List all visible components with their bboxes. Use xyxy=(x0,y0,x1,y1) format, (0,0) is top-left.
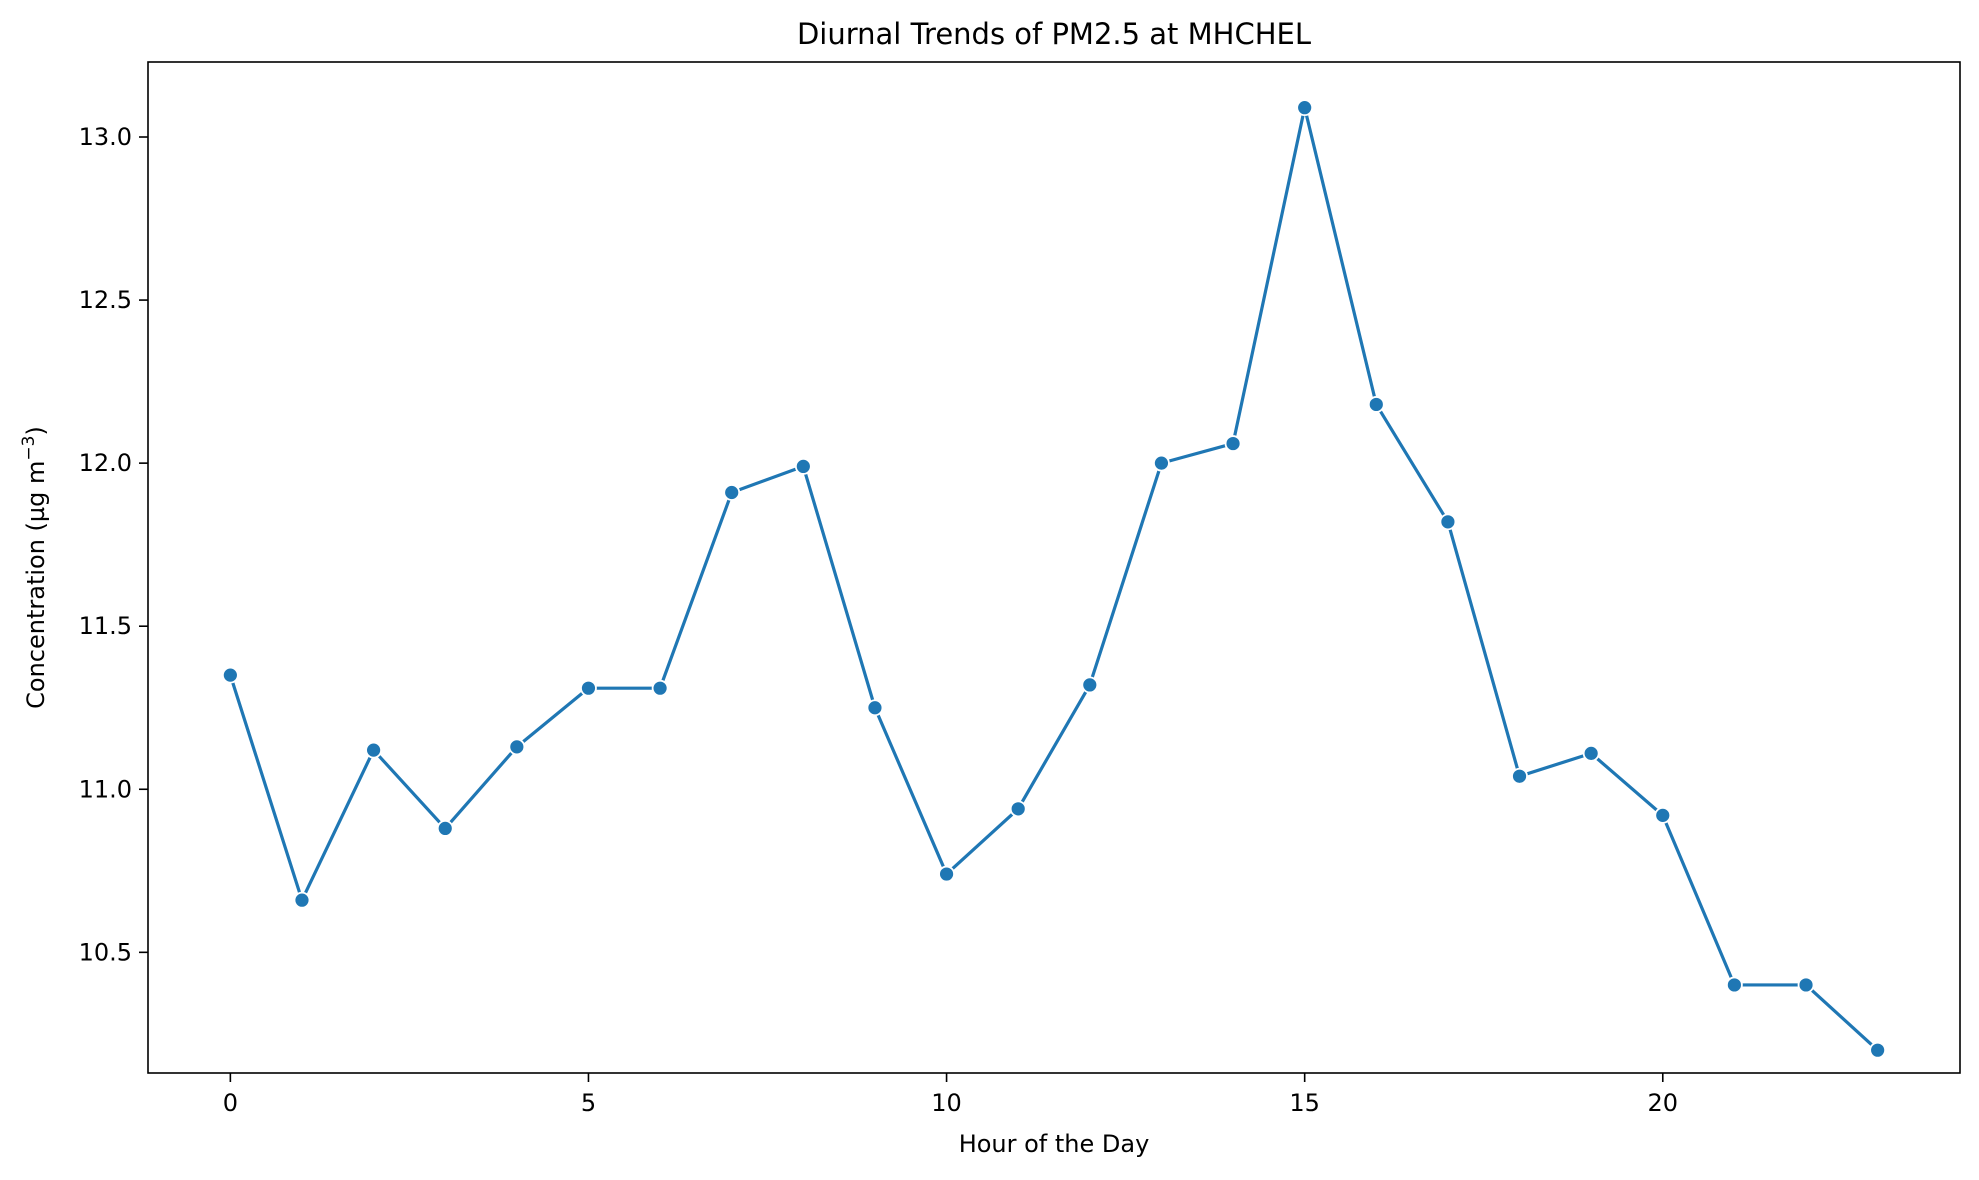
y-tick-label: 13.0 xyxy=(79,123,132,151)
data-point xyxy=(1511,767,1528,785)
y-tick-label: 12.0 xyxy=(79,449,132,477)
data-point xyxy=(1367,396,1385,413)
chart-title: Diurnal Trends of PM2.5 at MHCHEL xyxy=(797,17,1311,51)
data-point xyxy=(1582,744,1600,762)
data-point xyxy=(221,666,239,684)
x-tick-label: 10 xyxy=(931,1089,962,1117)
y-axis-label-exponent: −3 xyxy=(19,436,39,461)
data-point xyxy=(1296,99,1314,117)
axes: 0 5 10 15 20 10.5 11.0 11.5 12.0 12.5 13.0 xyxy=(79,61,1961,1117)
data-point xyxy=(723,484,741,501)
data-point xyxy=(1654,806,1672,824)
x-axis-label: Hour of the Day xyxy=(959,1130,1150,1158)
y-tick-label: 12.5 xyxy=(79,286,132,314)
data-point xyxy=(580,679,597,697)
data-point xyxy=(1439,513,1457,531)
y-axis-label: Concentration (µg m−3) xyxy=(19,426,50,709)
data-point xyxy=(365,741,383,759)
data-point xyxy=(794,457,812,475)
data-point xyxy=(866,699,884,717)
y-tick-label: 11.0 xyxy=(79,775,132,803)
y-tick-label: 11.5 xyxy=(79,612,132,640)
x-tick-label: 20 xyxy=(1648,1089,1679,1117)
data-point xyxy=(1081,676,1099,694)
data-point xyxy=(436,820,454,837)
y-axis-label-prefix: Concentration (µg m xyxy=(22,461,50,709)
data-point xyxy=(1797,976,1815,994)
y-tick-label: 10.5 xyxy=(79,938,132,966)
axes-frame xyxy=(147,61,1961,1074)
plot-area xyxy=(221,99,1887,1059)
data-point xyxy=(651,679,669,697)
x-tick-label: 5 xyxy=(581,1089,596,1117)
data-point xyxy=(293,891,311,909)
y-axis-label-suffix: ) xyxy=(22,426,50,435)
data-point xyxy=(1869,1041,1887,1059)
x-tick-label: 15 xyxy=(1289,1089,1320,1117)
data-point xyxy=(508,738,526,756)
data-point xyxy=(1009,800,1027,818)
x-tick-label: 0 xyxy=(223,1089,238,1117)
data-point xyxy=(938,865,955,883)
data-point xyxy=(1153,454,1170,472)
series-line xyxy=(228,106,1880,1052)
data-point xyxy=(1726,976,1743,994)
data-point xyxy=(1224,435,1242,452)
